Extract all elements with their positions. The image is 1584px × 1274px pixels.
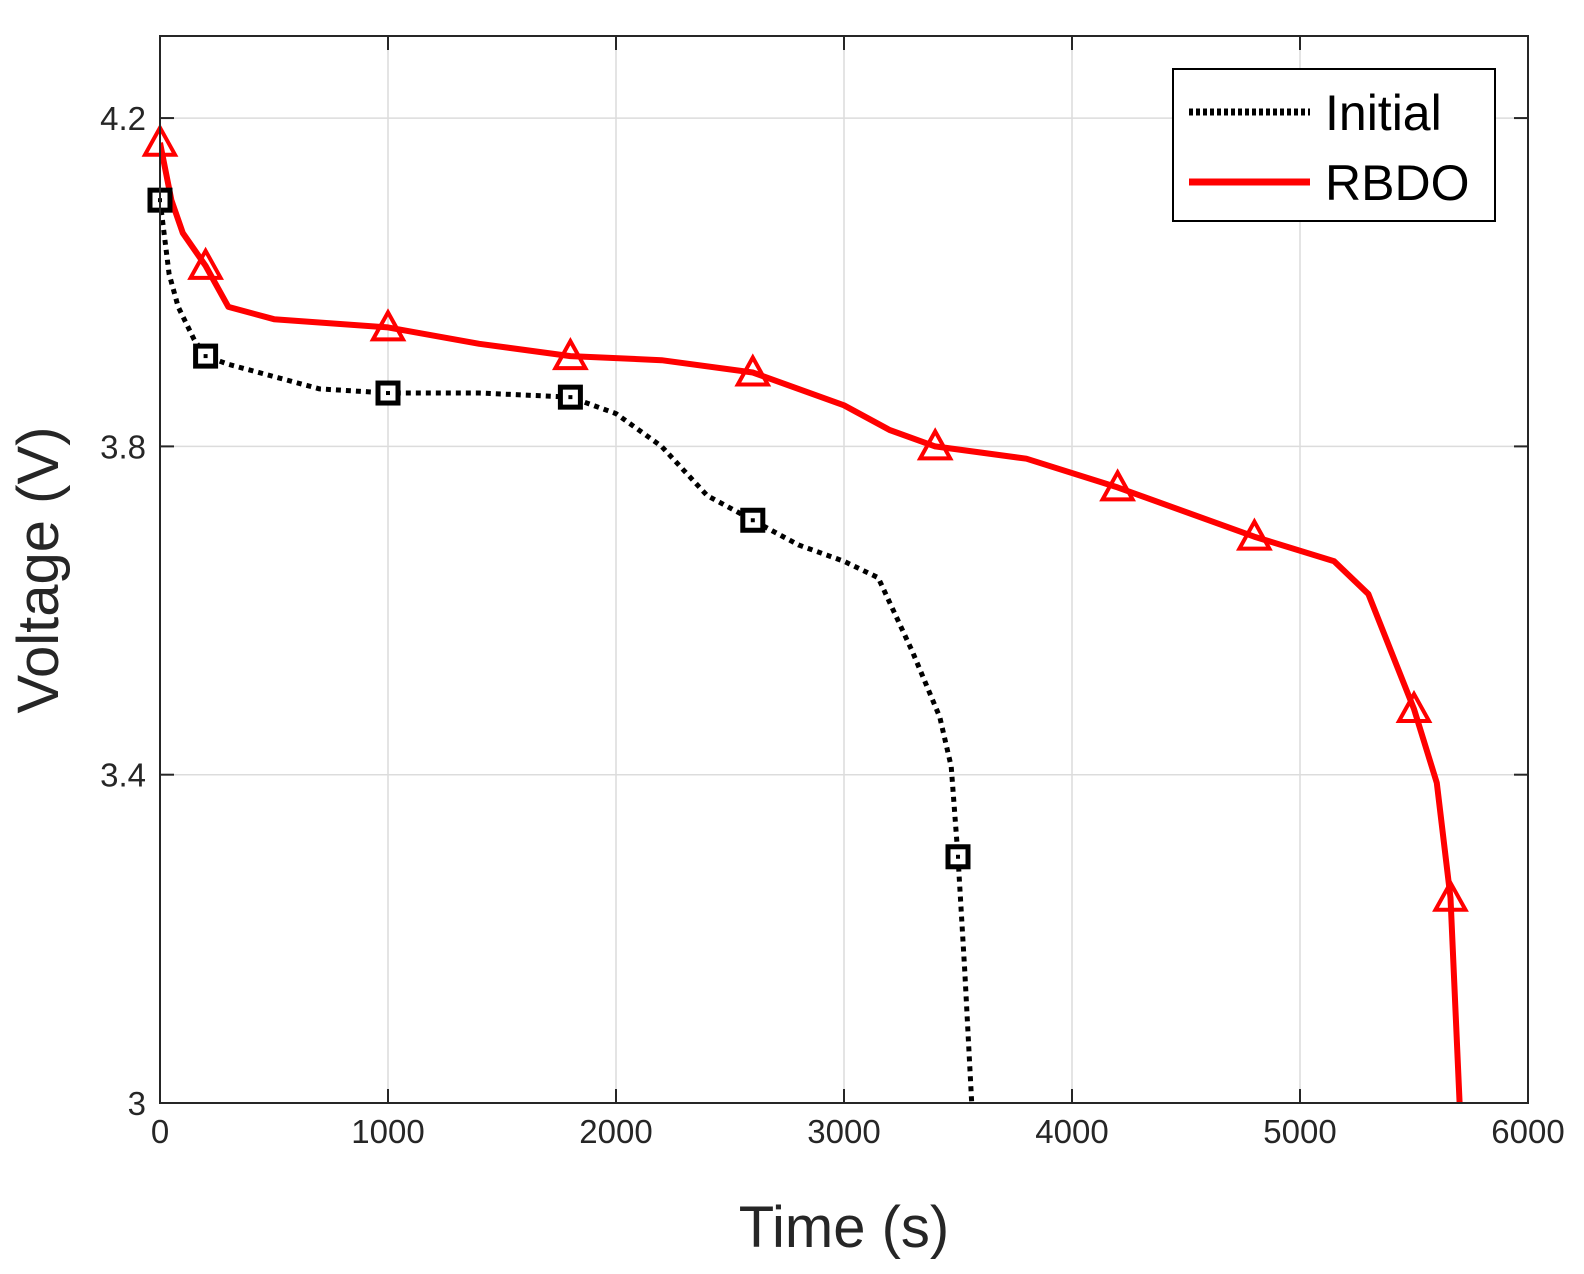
marker-dot-initial <box>956 854 960 859</box>
marker-dot-initial <box>386 391 390 396</box>
marker-dot-initial <box>568 395 573 400</box>
legend-rbdo-label: RBDO <box>1325 155 1469 211</box>
marker-rbdo <box>552 336 589 371</box>
y-tick-label: 3.8 <box>100 428 146 465</box>
marker-dot-initial <box>203 354 208 359</box>
marker-rbdo <box>187 246 224 280</box>
marker-rbdo <box>1236 517 1273 551</box>
x-tick-label: 3000 <box>807 1113 880 1150</box>
series-line-rbdo <box>160 142 1463 1103</box>
y-axis-title: Voltage (V) <box>6 427 71 714</box>
x-tick-label: 0 <box>151 1113 169 1150</box>
marker-rbdo <box>369 308 407 342</box>
y-tick-label: 3 <box>128 1085 146 1122</box>
legend: Initial RBDO <box>1172 68 1496 222</box>
marker-rbdo <box>1395 689 1433 724</box>
x-tick-label: 2000 <box>579 1113 652 1150</box>
y-tick-label: 3.4 <box>100 757 146 794</box>
x-tick-label: 4000 <box>1035 1113 1108 1150</box>
x-tick-label: 5000 <box>1263 1113 1336 1150</box>
ticks: 0 1000 2000 3000 4000 5000 6000 3 3.4 3.8 4.2 <box>100 36 1565 1150</box>
legend-initial-label: Initial <box>1325 85 1442 141</box>
marker-rbdo <box>1432 878 1469 912</box>
marker-rbdo <box>734 353 772 387</box>
x-tick-label: 6000 <box>1491 1113 1564 1150</box>
legend-box <box>1172 68 1496 222</box>
x-axis-title: Time (s) <box>739 1195 949 1260</box>
marker-dot-initial <box>750 518 755 523</box>
marker-rbdo <box>1099 468 1136 502</box>
marker-rbdo <box>916 427 954 461</box>
x-tick-label: 1000 <box>351 1113 424 1150</box>
y-tick-label: 4.2 <box>100 100 146 137</box>
